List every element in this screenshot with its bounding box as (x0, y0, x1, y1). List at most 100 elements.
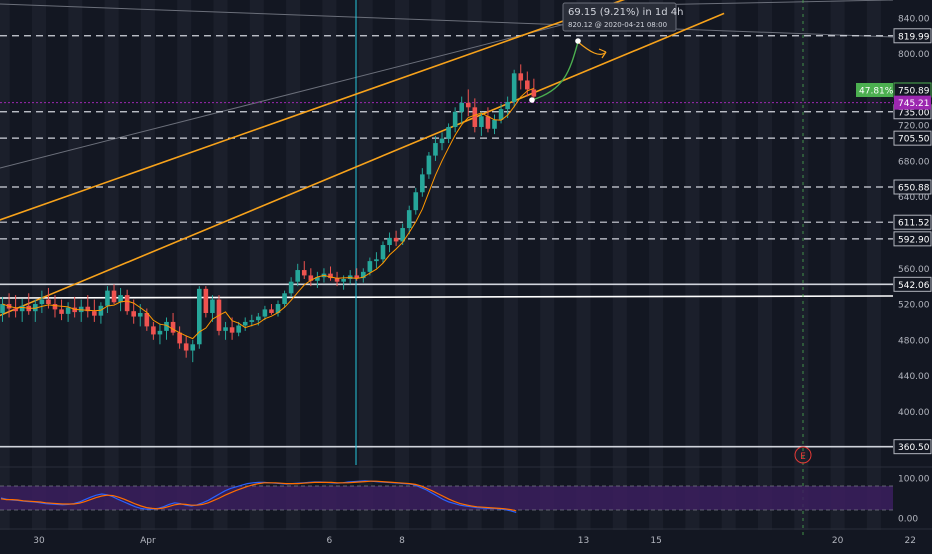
candle[interactable] (479, 111, 484, 136)
candle[interactable] (223, 321, 228, 340)
candle[interactable] (393, 230, 399, 246)
candle[interactable] (400, 223, 405, 246)
candle-body (170, 321, 176, 333)
candle[interactable] (406, 205, 412, 235)
candle[interactable] (380, 241, 386, 263)
candle[interactable] (367, 257, 373, 276)
candle[interactable] (295, 263, 300, 287)
candle[interactable] (531, 78, 537, 101)
candle[interactable] (177, 326, 182, 349)
candle[interactable] (301, 261, 307, 279)
candle[interactable] (203, 286, 209, 318)
candle-body (118, 295, 123, 303)
candle[interactable] (98, 302, 104, 324)
candle-body (498, 109, 504, 120)
level-tag-label: 542.06 (898, 281, 930, 291)
price-tick-label: 680.00 (898, 157, 930, 167)
current-price-tag-label: 745.21 (898, 99, 930, 109)
trendline-gray (639, 0, 894, 6)
candle[interactable] (157, 323, 163, 345)
candle[interactable] (433, 135, 438, 161)
stripe (140, 0, 155, 530)
candle[interactable] (52, 295, 58, 318)
candle[interactable] (269, 304, 274, 315)
candle[interactable] (275, 300, 281, 317)
candle-body (459, 102, 464, 112)
stripe (68, 0, 83, 530)
projection-end-point[interactable] (575, 38, 581, 44)
stripe (758, 0, 772, 530)
candle[interactable] (190, 339, 196, 363)
candle-body (269, 309, 274, 313)
candle[interactable] (105, 286, 110, 313)
candle[interactable] (334, 271, 340, 287)
candle[interactable] (315, 271, 320, 288)
candle[interactable] (197, 286, 202, 349)
candle-body (65, 307, 71, 314)
candle-body (426, 155, 432, 175)
candle[interactable] (439, 132, 445, 151)
candle[interactable] (511, 69, 517, 108)
candle-body (439, 138, 445, 144)
candle[interactable] (249, 314, 255, 327)
price-tick-label: 440.00 (898, 372, 930, 382)
candle[interactable] (387, 232, 392, 253)
candle[interactable] (518, 64, 524, 90)
candle[interactable] (151, 321, 156, 340)
projection-arrow-tail (577, 41, 607, 55)
rsi-tick-label: 0.00 (898, 515, 918, 525)
stripe (685, 0, 700, 530)
candle[interactable] (33, 299, 38, 322)
candle[interactable] (308, 268, 314, 287)
candle-body (262, 309, 268, 317)
candle[interactable] (361, 268, 366, 283)
candle-body (203, 288, 209, 313)
rsi-pane[interactable]: 100.00 0.00 (0, 466, 932, 525)
candle[interactable] (65, 302, 71, 322)
candle[interactable] (262, 305, 268, 321)
level-tag-box (893, 231, 932, 247)
projection-arrow[interactable] (531, 41, 579, 101)
candle[interactable] (111, 284, 117, 305)
candle[interactable] (420, 168, 425, 197)
candle[interactable] (328, 266, 333, 281)
candle[interactable] (288, 277, 294, 297)
candle[interactable] (242, 317, 248, 331)
candle[interactable] (183, 335, 189, 358)
candle[interactable] (39, 290, 45, 313)
candle[interactable] (282, 290, 287, 308)
sloped-level-line[interactable] (0, 295, 894, 299)
candle[interactable] (164, 317, 169, 340)
candle[interactable] (459, 96, 464, 124)
candle[interactable] (492, 114, 497, 135)
candle[interactable] (210, 295, 215, 322)
candle[interactable] (374, 252, 379, 269)
candle[interactable] (170, 312, 176, 336)
candle[interactable] (124, 289, 130, 315)
projection-start-point[interactable] (529, 97, 535, 103)
candle[interactable] (13, 295, 18, 318)
candle[interactable] (85, 295, 91, 318)
stripe (866, 0, 881, 530)
candle[interactable] (236, 321, 241, 337)
candle[interactable] (19, 298, 25, 322)
candle[interactable] (0, 296, 5, 322)
candle-body (406, 210, 412, 229)
candle[interactable] (413, 187, 419, 215)
measure-tooltip[interactable]: 69.15 (9.21%) in 1d 4h 820.12 @ 2020-04-2… (562, 2, 683, 32)
candle[interactable] (59, 299, 64, 321)
channel-lower-line[interactable] (0, 12, 725, 333)
event-marker[interactable]: E (794, 446, 812, 464)
candle[interactable] (426, 152, 432, 179)
candle[interactable] (525, 71, 530, 97)
candle[interactable] (446, 123, 451, 144)
candle[interactable] (118, 287, 123, 312)
stripe (431, 0, 446, 530)
candle[interactable] (465, 89, 471, 117)
candle[interactable] (452, 107, 458, 133)
candle[interactable] (485, 107, 491, 133)
candle-body (315, 277, 320, 281)
candle-body (472, 107, 478, 127)
